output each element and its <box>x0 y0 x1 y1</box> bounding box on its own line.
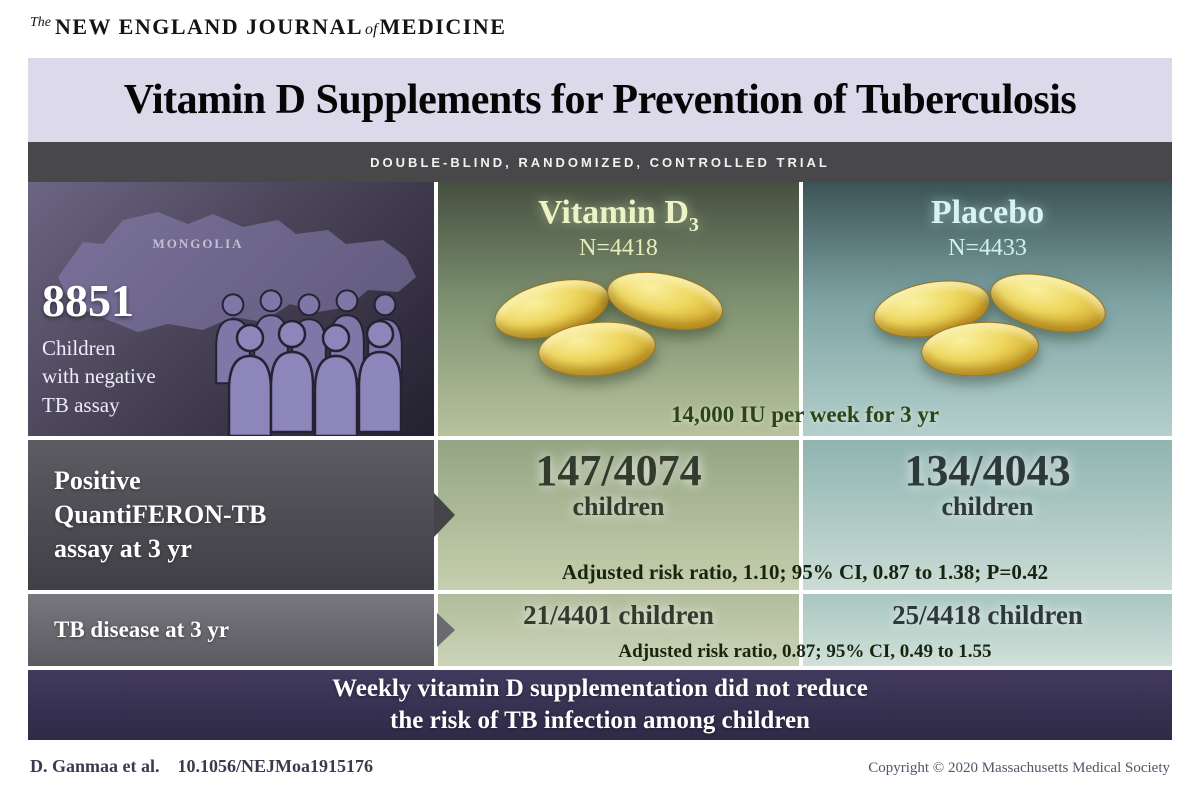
title-bar: Vitamin D Supplements for Prevention of … <box>28 58 1172 142</box>
footer-copyright: Copyright © 2020 Massachusetts Medical S… <box>868 760 1170 776</box>
footer-citation: D. Ganmaa et al. 10.1056/NEJMoa1915176 <box>30 756 373 777</box>
outcome2-vitamin-d-value: 21/4401 children <box>523 600 714 630</box>
journal-logo-name1: NEW ENGLAND JOURNAL <box>55 14 364 39</box>
outcome2-vitamin-d-cell: 21/4401 children <box>438 594 799 666</box>
placebo-arm-title: Placebo <box>930 194 1045 231</box>
conclusion-line-2: the risk of TB infection among children <box>390 707 810 734</box>
outcome2-stats: Adjusted risk ratio, 0.87; 95% CI, 0.49 … <box>618 641 992 662</box>
outcome1-label: Positive QuantiFERON-TB assay at 3 yr <box>54 466 267 563</box>
journal-logo-name2: MEDICINE <box>379 14 507 39</box>
vitamin-d-arm-panel: Vitamin D3 N=4418 <box>438 182 799 436</box>
footer-authors: D. Ganmaa et al. <box>30 756 160 776</box>
trial-type-label: DOUBLE-BLIND, RANDOMIZED, CONTROLLED TRI… <box>370 154 830 170</box>
outcome1-placebo-value: 134/4043 <box>904 446 1071 495</box>
visual-abstract: Vitamin D Supplements for Prevention of … <box>28 58 1172 740</box>
placebo-arm-panel: Placebo N=4433 <box>803 182 1172 436</box>
outcome1-placebo-cell: 134/4043 children <box>803 440 1172 590</box>
row-cohort-arms: MONGOLIA 8851 Children with negative TB … <box>28 182 1172 436</box>
trial-type-bar: DOUBLE-BLIND, RANDOMIZED, CONTROLLED TRI… <box>28 142 1172 182</box>
journal-logo-of: of <box>365 21 378 38</box>
mongolia-map-shape <box>58 212 416 332</box>
outcome1-vitamin-d-unit: children <box>572 492 665 522</box>
page-title: Vitamin D Supplements for Prevention of … <box>123 77 1077 123</box>
conclusion-bar: Weekly vitamin D supplementation did not… <box>28 670 1172 740</box>
dosing-label: 14,000 IU per week for 3 yr <box>670 402 940 427</box>
placebo-arm-n: N=4433 <box>948 234 1027 261</box>
outcome2-label-panel: TB disease at 3 yr <box>28 594 434 666</box>
journal-logo: The NEW ENGLAND JOURNAL ofMEDICINE <box>30 14 506 40</box>
vitamin-d-arm-title: Vitamin D3 <box>538 194 699 236</box>
outcome2-placebo-value: 25/4418 children <box>892 600 1083 630</box>
row-outcome-quantiferon: Positive QuantiFERON-TB assay at 3 yr 14… <box>28 440 1172 590</box>
cohort-count: 8851 <box>42 275 134 326</box>
outcome1-vitamin-d-cell: 147/4074 children <box>438 440 799 590</box>
outcome1-label-panel: Positive QuantiFERON-TB assay at 3 yr <box>28 440 434 590</box>
conclusion-line-1: Weekly vitamin D supplementation did not… <box>332 675 868 702</box>
population-illustration <box>58 212 416 436</box>
row-outcome-tb-disease: TB disease at 3 yr 21/4401 children 25/4… <box>28 594 1172 666</box>
cohort-panel: MONGOLIA 8851 Children with negative TB … <box>28 182 434 436</box>
outcome1-placebo-unit: children <box>941 492 1034 522</box>
outcome1-stats: Adjusted risk ratio, 1.10; 95% CI, 0.87 … <box>561 560 1049 584</box>
footer-doi: 10.1056/NEJMoa1915176 <box>177 756 374 776</box>
cohort-description: Children with negative TB assay <box>42 336 156 417</box>
vitamin-d-arm-n: N=4418 <box>579 234 658 261</box>
outcome1-vitamin-d-value: 147/4074 <box>535 446 702 495</box>
region-label: MONGOLIA <box>152 236 244 251</box>
people-silhouettes <box>215 289 403 436</box>
outcome2-label: TB disease at 3 yr <box>54 617 230 643</box>
journal-logo-the: The <box>30 15 51 30</box>
footer: D. Ganmaa et al. 10.1056/NEJMoa1915176 Co… <box>0 748 1200 777</box>
outcome2-placebo-cell: 25/4418 children <box>803 594 1172 666</box>
